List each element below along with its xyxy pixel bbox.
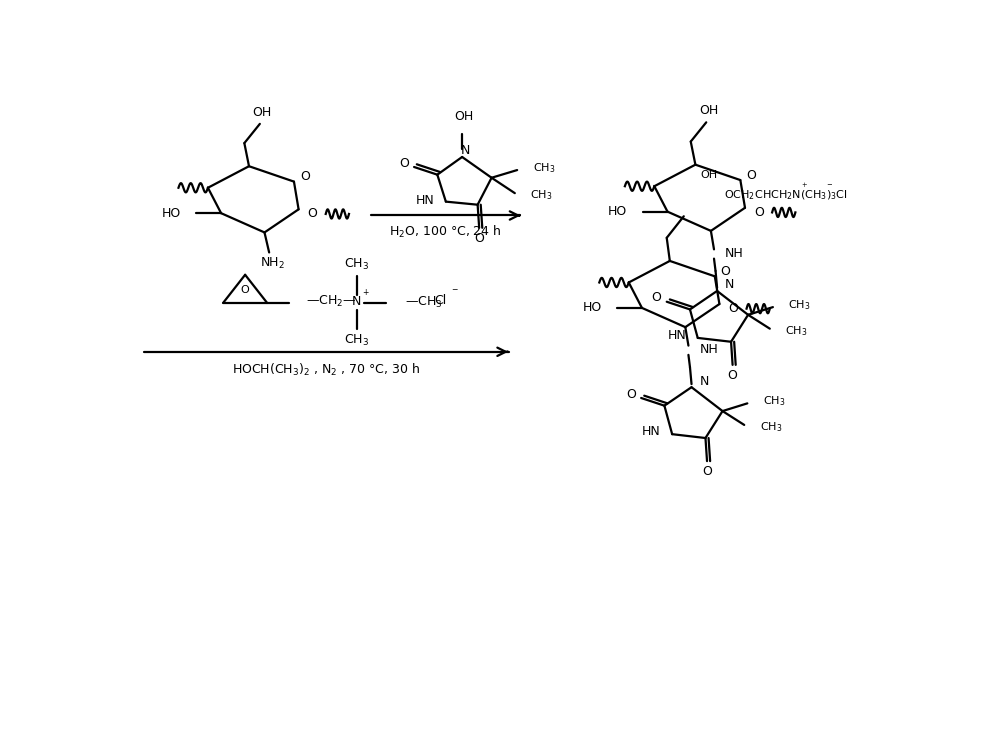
Text: OH: OH — [454, 111, 473, 123]
Text: O: O — [652, 291, 662, 304]
Text: OH: OH — [700, 170, 717, 181]
Text: HO: HO — [608, 205, 627, 218]
Text: O: O — [754, 206, 764, 219]
Text: $^+$: $^+$ — [800, 182, 808, 192]
Text: O: O — [399, 157, 409, 170]
Text: O: O — [241, 285, 250, 296]
Text: O: O — [746, 169, 756, 182]
Text: O: O — [474, 232, 484, 245]
Text: O: O — [728, 302, 738, 315]
Text: —CH$_3$: —CH$_3$ — [405, 295, 442, 310]
Text: CH$_3$: CH$_3$ — [760, 420, 782, 434]
Text: O: O — [702, 465, 712, 478]
Text: OH: OH — [253, 106, 272, 119]
Text: CH$_3$: CH$_3$ — [763, 394, 785, 408]
Text: CH$_3$: CH$_3$ — [530, 189, 553, 203]
Text: O: O — [626, 388, 636, 401]
Text: $^+$: $^+$ — [361, 288, 370, 298]
Text: Cl: Cl — [434, 295, 446, 307]
Text: —CH$_2$—: —CH$_2$— — [306, 294, 356, 310]
Text: NH: NH — [725, 247, 744, 259]
Text: HN: HN — [642, 425, 661, 439]
Text: N: N — [699, 374, 709, 388]
Text: OH: OH — [699, 104, 718, 117]
Text: O: O — [308, 207, 317, 220]
Text: HN: HN — [667, 329, 686, 342]
Text: O: O — [728, 369, 738, 383]
Text: H$_2$O, 100 °C, 24 h: H$_2$O, 100 °C, 24 h — [389, 224, 502, 240]
Text: N: N — [352, 296, 361, 308]
Text: HOCH(CH$_3$)$_2$ , N$_2$ , 70 °C, 30 h: HOCH(CH$_3$)$_2$ , N$_2$ , 70 °C, 30 h — [232, 361, 421, 377]
Text: HO: HO — [582, 301, 602, 315]
Text: N: N — [725, 279, 734, 291]
Text: CH$_3$: CH$_3$ — [533, 161, 555, 175]
Text: O: O — [300, 170, 310, 184]
Text: $^-$: $^-$ — [450, 287, 459, 298]
Text: CH$_3$: CH$_3$ — [344, 257, 369, 272]
Text: HN: HN — [415, 194, 434, 206]
Text: HO: HO — [162, 206, 181, 220]
Text: N: N — [461, 144, 470, 157]
Text: CH$_3$: CH$_3$ — [344, 332, 369, 348]
Text: NH: NH — [699, 343, 718, 356]
Text: CH$_3$: CH$_3$ — [785, 324, 808, 338]
Text: O: O — [721, 265, 731, 278]
Text: CH$_3$: CH$_3$ — [788, 298, 811, 312]
Text: OCH$_2$CHCH$_2$N(CH$_3$)$_3$Cl: OCH$_2$CHCH$_2$N(CH$_3$)$_3$Cl — [724, 189, 848, 202]
Text: $^-$: $^-$ — [825, 182, 834, 192]
Text: NH$_2$: NH$_2$ — [260, 256, 285, 270]
